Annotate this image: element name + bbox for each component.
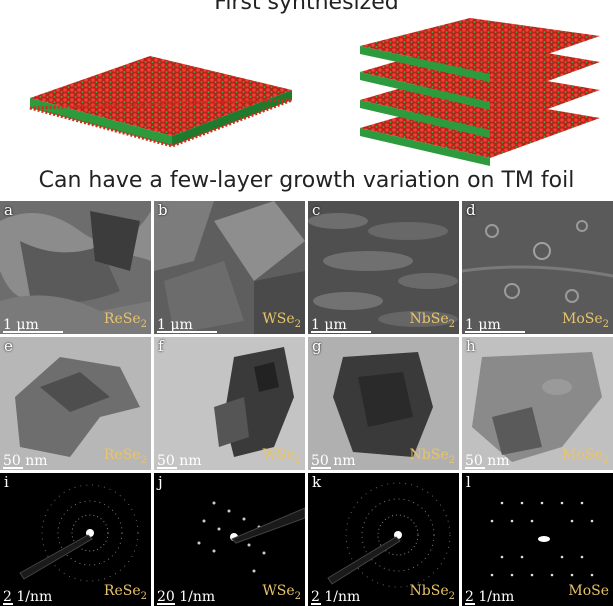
panel-label: l	[466, 473, 471, 491]
scale-bar: 1 μm	[465, 318, 525, 333]
panel-c: c 1 μm NbSe2	[308, 201, 459, 334]
panel-label: j	[158, 473, 163, 491]
sem-image	[308, 201, 459, 334]
panel-d: d 1 μm MoSe2	[462, 201, 613, 334]
saed-pattern	[0, 473, 151, 606]
tem-image	[154, 337, 305, 470]
panel-label: g	[312, 337, 322, 355]
layer-illustration	[29, 18, 600, 166]
scale-bar: 50 nm	[465, 453, 510, 469]
tem-image	[0, 337, 151, 470]
scale-bar: 1 μm	[3, 318, 63, 333]
panel-j: j 20 1/nm WSe2	[154, 473, 305, 606]
scale-bar: 50 nm	[3, 453, 48, 469]
scale-bar: 1 μm	[157, 318, 217, 333]
saed-pattern	[154, 473, 305, 606]
panel-label: c	[312, 201, 321, 219]
panel-b: b 1 μm WSe2	[154, 201, 305, 334]
panel-l: l 2 1/nm MoSe	[462, 473, 613, 606]
panel-g: g 50 nm NbSe2	[308, 337, 459, 470]
material-label: WSe2	[262, 311, 301, 330]
micrograph-grid: a 1 μm ReSe2 b 1 μm WSe2 c 1 μm NbSe2	[0, 201, 613, 606]
top-caption: First synthesized	[214, 0, 399, 15]
material-label: WSe2	[262, 447, 301, 466]
material-label: ReSe2	[103, 583, 147, 602]
sem-image	[0, 201, 151, 334]
tem-image	[462, 337, 613, 470]
panel-e: e 50 nm ReSe2	[0, 337, 151, 470]
panel-label: d	[466, 201, 476, 219]
panel-f: f 50 nm WSe2	[154, 337, 305, 470]
material-label: NbSe2	[409, 447, 455, 466]
scale-bar: 50 nm	[311, 453, 356, 469]
saed-pattern	[462, 473, 613, 606]
material-label: WSe2	[262, 583, 301, 602]
panel-label: a	[4, 201, 13, 219]
material-label: NbSe2	[409, 583, 455, 602]
material-label: ReSe2	[103, 311, 147, 330]
subtitle: Can have a few-layer growth variation on…	[38, 168, 575, 193]
tem-image	[308, 337, 459, 470]
scale-bar: 2 1/nm	[311, 589, 361, 605]
material-label: ReSe2	[103, 447, 147, 466]
panel-label: e	[4, 337, 13, 355]
monolayer-sheet	[29, 56, 293, 148]
material-label: MoSe	[568, 583, 609, 600]
saed-pattern	[308, 473, 459, 606]
panel-a: a 1 μm ReSe2	[0, 201, 151, 334]
panel-h: h 50 nm MoSe2	[462, 337, 613, 470]
panel-label: i	[4, 473, 9, 491]
material-label: NbSe2	[409, 311, 455, 330]
panel-i: i 2 1/nm ReSe2	[0, 473, 151, 606]
material-label: MoSe2	[561, 311, 609, 330]
multilayer-stack	[360, 18, 600, 166]
panel-k: k 2 1/nm NbSe2	[308, 473, 459, 606]
panel-label: h	[466, 337, 476, 355]
sem-image	[154, 201, 305, 334]
panel-label: k	[312, 473, 322, 491]
scale-bar: 50 nm	[157, 453, 202, 469]
scale-bar: 2 1/nm	[465, 589, 515, 605]
scale-bar: 2 1/nm	[3, 589, 53, 605]
scale-bar: 1 μm	[311, 318, 371, 333]
panel-label: f	[158, 337, 164, 355]
material-label: MoSe2	[561, 447, 609, 466]
sem-image	[462, 201, 613, 334]
panel-label: b	[158, 201, 168, 219]
scale-bar: 20 1/nm	[157, 589, 216, 605]
